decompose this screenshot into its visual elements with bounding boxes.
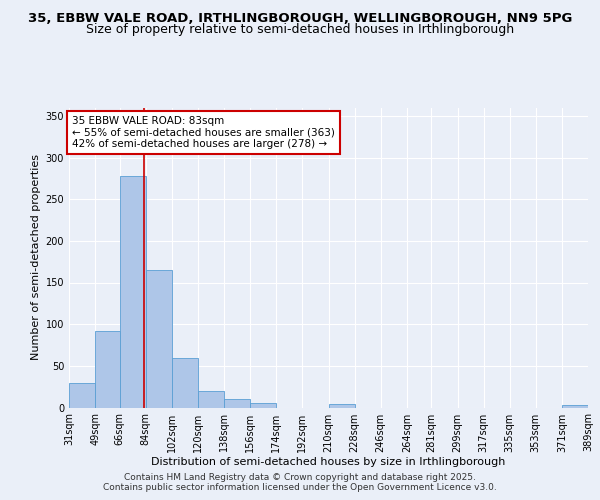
Bar [224,399,250,407]
Bar [146,270,172,407]
X-axis label: Distribution of semi-detached houses by size in Irthlingborough: Distribution of semi-detached houses by … [151,458,506,468]
Bar [250,404,277,407]
Bar [172,358,198,408]
Bar [329,404,355,407]
Text: 35 EBBW VALE ROAD: 83sqm
← 55% of semi-detached houses are smaller (363)
42% of : 35 EBBW VALE ROAD: 83sqm ← 55% of semi-d… [72,116,335,149]
Y-axis label: Number of semi-detached properties: Number of semi-detached properties [31,154,41,360]
Text: 35, EBBW VALE ROAD, IRTHLINGBOROUGH, WELLINGBOROUGH, NN9 5PG: 35, EBBW VALE ROAD, IRTHLINGBOROUGH, WEL… [28,12,572,26]
Bar [562,405,588,407]
Text: Contains HM Land Registry data © Crown copyright and database right 2025.
Contai: Contains HM Land Registry data © Crown c… [103,472,497,492]
Bar [95,331,120,407]
Bar [198,391,224,407]
Bar [120,176,146,408]
Bar [69,382,95,407]
Text: Size of property relative to semi-detached houses in Irthlingborough: Size of property relative to semi-detach… [86,22,514,36]
